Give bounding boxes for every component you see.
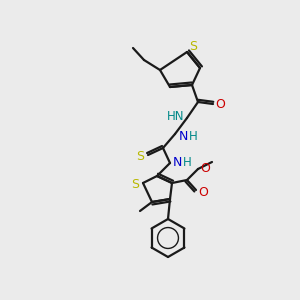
- Text: H: H: [183, 155, 191, 169]
- Text: N: N: [178, 130, 188, 142]
- Text: HN: HN: [167, 110, 185, 122]
- Text: N: N: [172, 155, 182, 169]
- Text: O: O: [215, 98, 225, 110]
- Text: S: S: [136, 151, 144, 164]
- Text: O: O: [200, 161, 210, 175]
- Text: H: H: [189, 130, 197, 142]
- Text: S: S: [131, 178, 139, 191]
- Text: S: S: [189, 40, 197, 52]
- Text: O: O: [198, 185, 208, 199]
